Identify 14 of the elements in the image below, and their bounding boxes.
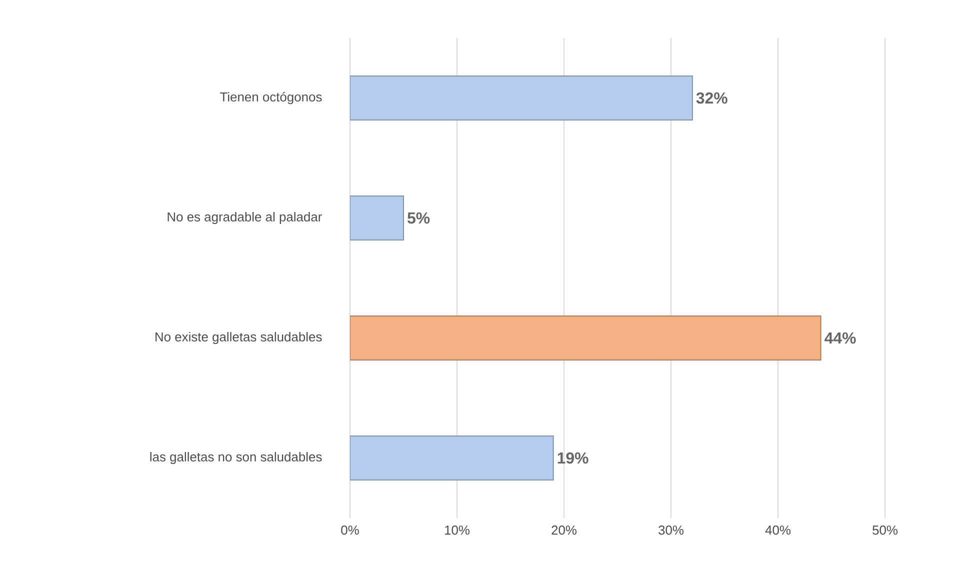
data-label: 32% bbox=[696, 92, 728, 104]
y-tick-label: No existe galletas saludables bbox=[156, 332, 322, 344]
x-tick-label: 20% bbox=[552, 526, 577, 535]
x-tick-label: 0% bbox=[341, 526, 359, 535]
x-tick-label: 30% bbox=[658, 526, 684, 535]
x-tick-label: 40% bbox=[765, 526, 791, 535]
data-label: 44% bbox=[824, 332, 856, 344]
x-tick-label: 10% bbox=[445, 526, 470, 535]
y-tick-label: las galletas no son saludables bbox=[150, 452, 322, 464]
y-tick-label: Tienen octógonos bbox=[220, 92, 322, 104]
data-label: 19% bbox=[558, 452, 588, 464]
y-tick-label: No es agradable al paladar bbox=[168, 212, 322, 224]
data-label: 5% bbox=[408, 212, 430, 224]
x-tick-label: 50% bbox=[872, 526, 898, 535]
